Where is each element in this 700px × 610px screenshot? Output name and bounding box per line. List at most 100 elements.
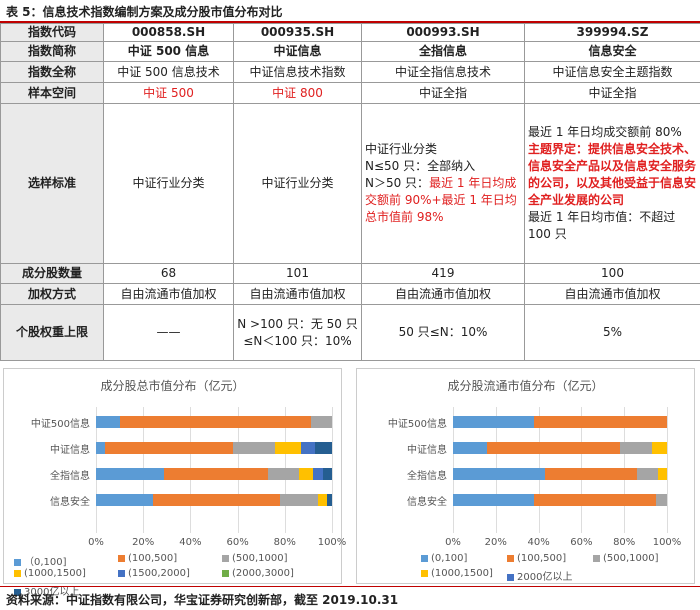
x-tick-label: 40% bbox=[179, 537, 202, 548]
legend-item: (1000,1500] bbox=[14, 568, 86, 579]
bar-segment bbox=[275, 442, 302, 454]
stacked-bar bbox=[453, 468, 667, 480]
x-tick-label: 60% bbox=[570, 537, 593, 548]
bar-segment bbox=[268, 468, 299, 480]
legend-swatch bbox=[14, 558, 21, 566]
table-row: 指数代码 000858.SH 000935.SH 000993.SH 39999… bbox=[0, 23, 700, 42]
category-label: 全指信息 bbox=[407, 471, 447, 482]
cell-short: 中证信息 bbox=[233, 41, 362, 62]
legend-item: (100,500] bbox=[507, 553, 566, 564]
bar-segment bbox=[619, 442, 652, 454]
legend-swatch bbox=[14, 588, 21, 596]
row-label-weight: 加权方式 bbox=[0, 283, 104, 305]
cell-full: 中证信息技术指数 bbox=[233, 61, 362, 83]
float-market-cap-chart: 成分股流通市值分布（亿元） 0% 20% 40% 60% 80% 100% 中证500信息中… bbox=[356, 368, 695, 584]
source-note: 资料来源：中证指数有限公司，华宝证券研究创新部，截至 2019.10.31 bbox=[6, 593, 399, 607]
legend-swatch bbox=[421, 569, 428, 577]
category-label: 中证500信息 bbox=[30, 419, 90, 430]
bar-segment bbox=[96, 416, 120, 428]
legend-swatch bbox=[14, 569, 21, 577]
stacked-bar bbox=[453, 442, 667, 454]
total-market-cap-chart: 成分股总市值分布（亿元） 0% 20% 40% 60% 80% 100% 中证500信息 中证… bbox=[3, 368, 346, 598]
legend-label: 3000亿以上 bbox=[24, 587, 80, 598]
bar-segment bbox=[280, 494, 318, 506]
x-tick-label: 0% bbox=[88, 537, 104, 548]
cell-weight: 自由流通市值加权 bbox=[103, 283, 234, 305]
bar-segment bbox=[301, 442, 316, 454]
cell-full: 中证信息安全主题指数 bbox=[524, 61, 700, 83]
cell-full: 中证 500 信息技术 bbox=[103, 61, 234, 83]
criteria-line: N＞50 只：最近 1 年日均成交额前 90%+最近 1 年日均总市值前 98% bbox=[365, 175, 521, 226]
bar-segment bbox=[322, 468, 332, 480]
bar-segment bbox=[652, 442, 667, 454]
cell-count: 419 bbox=[361, 263, 525, 284]
x-tick-label: 100% bbox=[317, 537, 347, 548]
bar-segment bbox=[119, 416, 311, 428]
category-label: 信息安全 bbox=[407, 497, 447, 508]
bar-segment bbox=[545, 468, 638, 480]
cell-weight: 自由流通市值加权 bbox=[524, 283, 700, 305]
criteria-line: N≤50 只：全部纳入 bbox=[365, 159, 476, 173]
bar-segment bbox=[317, 494, 328, 506]
legend-item: 2000亿以上 bbox=[507, 568, 572, 583]
legend-item: (1500,2000] bbox=[118, 568, 190, 579]
bar-segment bbox=[534, 494, 657, 506]
cell-code: 000993.SH bbox=[361, 23, 525, 42]
criteria-highlight: 最近 1 年日均成交额前 90%+最近 1 年日均总市值前 98% bbox=[365, 176, 517, 224]
cell-cap: N >100 只：无 50 只≤N＜100 只：10% bbox=[233, 304, 362, 361]
stacked-bar bbox=[453, 416, 667, 428]
table-row: 成分股数量 68 101 419 100 bbox=[0, 263, 700, 284]
table-row: 选样标准 中证行业分类 中证行业分类 中证行业分类 N≤50 只：全部纳入 N＞… bbox=[0, 103, 700, 264]
legend-item: (500,1000] bbox=[222, 553, 288, 564]
category-label: 中证500信息 bbox=[387, 419, 447, 430]
row-label-sample: 样本空间 bbox=[0, 82, 104, 104]
cell-full: 中证全指信息技术 bbox=[361, 61, 525, 83]
category-label: 全指信息 bbox=[50, 471, 90, 482]
cell-cap: 5% bbox=[524, 304, 700, 361]
legend-swatch bbox=[118, 554, 125, 562]
cell-criteria: 中证行业分类 bbox=[233, 103, 362, 264]
cell-code: 000935.SH bbox=[233, 23, 362, 42]
cell-count: 100 bbox=[524, 263, 700, 284]
bar-segment bbox=[453, 494, 535, 506]
bar-segment bbox=[453, 442, 488, 454]
legend-swatch bbox=[507, 554, 514, 562]
row-label-cap: 个股权重上限 bbox=[0, 304, 104, 361]
x-tick-label: 40% bbox=[527, 537, 550, 548]
legend-label: （0,100] bbox=[24, 557, 67, 568]
cell-count: 68 bbox=[103, 263, 234, 284]
bar-segment bbox=[96, 494, 153, 506]
category-label: 中证信息 bbox=[50, 445, 90, 456]
cell-count: 101 bbox=[233, 263, 362, 284]
table-row: 指数简称 中证 500 信息 中证信息 全指信息 信息安全 bbox=[0, 41, 700, 62]
bar-segment bbox=[105, 442, 233, 454]
legend-label: (1500,2000] bbox=[128, 568, 190, 579]
legend-item: (0,100] bbox=[421, 553, 467, 564]
row-label-short: 指数简称 bbox=[0, 41, 104, 62]
criteria-theme-label: 主题界定： bbox=[528, 142, 589, 156]
legend-item: (100,500] bbox=[118, 553, 177, 564]
bar-segment bbox=[315, 442, 332, 454]
cell-weight: 自由流通市值加权 bbox=[361, 283, 525, 305]
legend-label: (500,1000] bbox=[232, 553, 288, 564]
x-tick-label: 0% bbox=[445, 537, 461, 548]
x-tick-label: 80% bbox=[273, 537, 296, 548]
criteria-text: N＞50 只： bbox=[365, 176, 430, 190]
bar-segment bbox=[298, 468, 314, 480]
cell-sample: 中证 500 bbox=[103, 82, 234, 104]
x-tick-label: 20% bbox=[484, 537, 507, 548]
legend-swatch bbox=[507, 573, 514, 581]
legend-swatch bbox=[421, 554, 428, 562]
legend-label: (1000,1500] bbox=[24, 568, 86, 579]
row-label-criteria: 选样标准 bbox=[0, 103, 104, 264]
x-tick-label: 80% bbox=[613, 537, 636, 548]
cell-short: 全指信息 bbox=[361, 41, 525, 62]
cell-short: 信息安全 bbox=[524, 41, 700, 62]
cell-sample: 中证 800 bbox=[233, 82, 362, 104]
legend-item: (500,1000] bbox=[593, 553, 659, 564]
stacked-bar bbox=[96, 416, 332, 428]
legend-label: (0,100] bbox=[431, 553, 468, 564]
bar-segment bbox=[453, 468, 546, 480]
legend-label: (1000,1500] bbox=[431, 568, 493, 579]
row-label-count: 成分股数量 bbox=[0, 263, 104, 284]
